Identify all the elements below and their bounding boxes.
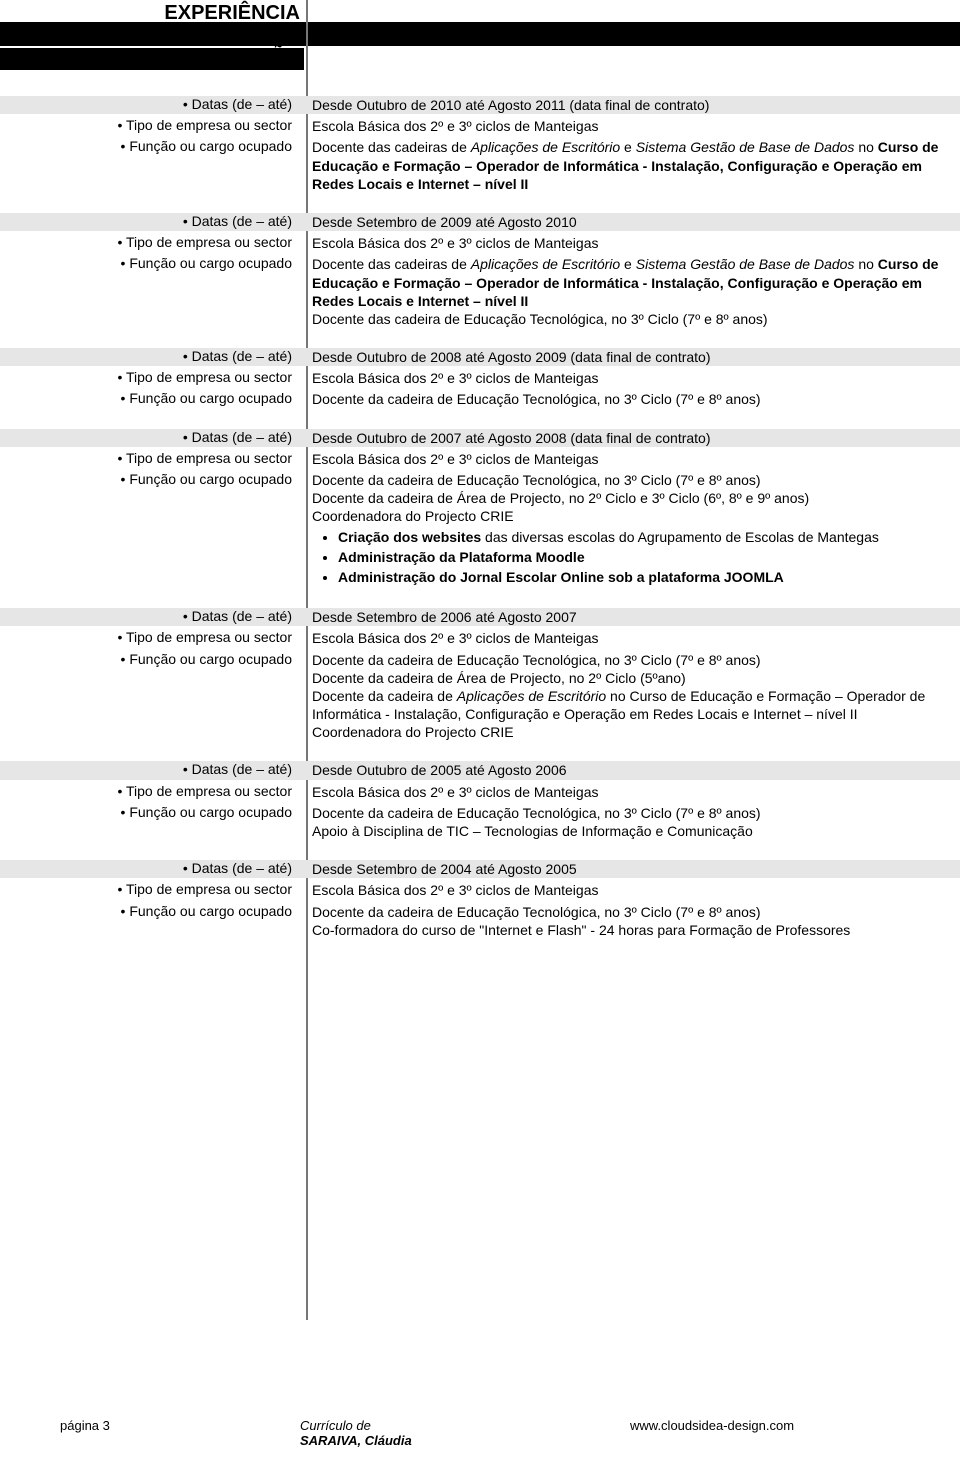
entry: • Datas (de – até)Desde Setembro de 2006… bbox=[0, 608, 960, 741]
label-dates: • Datas (de – até) bbox=[0, 96, 300, 114]
entry: • Datas (de – até)Desde Outubro de 2007 … bbox=[0, 429, 960, 589]
label-sector: • Tipo de empresa ou sector bbox=[0, 450, 300, 468]
footer-cv-name: SARAIVA, Cláudia bbox=[300, 1433, 412, 1448]
footer-cv: Currículo de SARAIVA, Cláudia bbox=[300, 1418, 500, 1448]
row-role: • Função ou cargo ocupadoDocente das cad… bbox=[0, 255, 960, 328]
entry: • Datas (de – até)Desde Setembro de 2004… bbox=[0, 860, 960, 939]
header-subtitle: ENSINO-EDUCAÇÃO bbox=[0, 46, 300, 68]
row-dates: • Datas (de – até)Desde Setembro de 2006… bbox=[0, 608, 960, 626]
label-sector: • Tipo de empresa ou sector bbox=[0, 234, 300, 252]
row-sector: • Tipo de empresa ou sectorEscola Básica… bbox=[0, 234, 960, 252]
value-role: Docente das cadeiras de Aplicações de Es… bbox=[300, 255, 960, 328]
value-sector: Escola Básica dos 2º e 3º ciclos de Mant… bbox=[300, 450, 960, 468]
black-band-main bbox=[0, 22, 960, 46]
label-sector: • Tipo de empresa ou sector bbox=[0, 117, 300, 135]
row-sector: • Tipo de empresa ou sectorEscola Básica… bbox=[0, 117, 960, 135]
value-role: Docente da cadeira de Educação Tecnológi… bbox=[300, 804, 960, 840]
label-role: • Função ou cargo ocupado bbox=[0, 390, 300, 408]
label-sector: • Tipo de empresa ou sector bbox=[0, 629, 300, 647]
label-dates: • Datas (de – até) bbox=[0, 608, 300, 626]
value-sector: Escola Básica dos 2º e 3º ciclos de Mant… bbox=[300, 881, 960, 899]
row-dates: • Datas (de – até)Desde Setembro de 2004… bbox=[0, 860, 960, 878]
value-role: Docente da cadeira de Educação Tecnológi… bbox=[300, 651, 960, 742]
footer-page: página 3 bbox=[0, 1418, 300, 1448]
page: EXPERIÊNCIA PROFISSIONAL ENSINO-EDUCAÇÃO… bbox=[0, 0, 960, 1019]
label-role: • Função ou cargo ocupado bbox=[0, 471, 300, 588]
label-role: • Função ou cargo ocupado bbox=[0, 255, 300, 328]
row-sector: • Tipo de empresa ou sectorEscola Básica… bbox=[0, 881, 960, 899]
label-sector: • Tipo de empresa ou sector bbox=[0, 369, 300, 387]
row-sector: • Tipo de empresa ou sectorEscola Básica… bbox=[0, 629, 960, 647]
value-sector: Escola Básica dos 2º e 3º ciclos de Mant… bbox=[300, 369, 960, 387]
value-sector: Escola Básica dos 2º e 3º ciclos de Mant… bbox=[300, 783, 960, 801]
value-dates: Desde Setembro de 2009 até Agosto 2010 bbox=[300, 213, 960, 231]
label-role: • Função ou cargo ocupado bbox=[0, 651, 300, 742]
value-sector: Escola Básica dos 2º e 3º ciclos de Mant… bbox=[300, 234, 960, 252]
value-dates: Desde Outubro de 2007 até Agosto 2008 (d… bbox=[300, 429, 960, 447]
label-dates: • Datas (de – até) bbox=[0, 429, 300, 447]
row-role: • Função ou cargo ocupadoDocente da cade… bbox=[0, 390, 960, 408]
row-role: • Função ou cargo ocupadoDocente da cade… bbox=[0, 903, 960, 939]
label-dates: • Datas (de – até) bbox=[0, 213, 300, 231]
row-dates: • Datas (de – até)Desde Outubro de 2010 … bbox=[0, 96, 960, 114]
value-role: Docente da cadeira de Educação Tecnológi… bbox=[300, 390, 960, 408]
row-role: • Função ou cargo ocupadoDocente da cade… bbox=[0, 804, 960, 840]
label-dates: • Datas (de – até) bbox=[0, 348, 300, 366]
row-dates: • Datas (de – até)Desde Outubro de 2007 … bbox=[0, 429, 960, 447]
row-dates: • Datas (de – até)Desde Outubro de 2005 … bbox=[0, 761, 960, 779]
value-role: Docente da cadeira de Educação Tecnológi… bbox=[300, 471, 960, 588]
row-sector: • Tipo de empresa ou sectorEscola Básica… bbox=[0, 450, 960, 468]
label-sector: • Tipo de empresa ou sector bbox=[0, 783, 300, 801]
value-role: Docente das cadeiras de Aplicações de Es… bbox=[300, 138, 960, 193]
row-role: • Função ou cargo ocupadoDocente da cade… bbox=[0, 471, 960, 588]
label-role: • Função ou cargo ocupado bbox=[0, 804, 300, 840]
label-dates: • Datas (de – até) bbox=[0, 761, 300, 779]
footer: página 3 Currículo de SARAIVA, Cláudia w… bbox=[0, 1418, 960, 1448]
entries-container: • Datas (de – até)Desde Outubro de 2010 … bbox=[0, 76, 960, 939]
entry: • Datas (de – até)Desde Outubro de 2008 … bbox=[0, 348, 960, 409]
value-dates: Desde Setembro de 2006 até Agosto 2007 bbox=[300, 608, 960, 626]
label-role: • Função ou cargo ocupado bbox=[0, 138, 300, 193]
value-sector: Escola Básica dos 2º e 3º ciclos de Mant… bbox=[300, 117, 960, 135]
row-dates: • Datas (de – até)Desde Setembro de 2009… bbox=[0, 213, 960, 231]
label-sector: • Tipo de empresa ou sector bbox=[0, 881, 300, 899]
value-dates: Desde Outubro de 2005 até Agosto 2006 bbox=[300, 761, 960, 779]
row-role: • Função ou cargo ocupadoDocente das cad… bbox=[0, 138, 960, 193]
header-area: EXPERIÊNCIA PROFISSIONAL ENSINO-EDUCAÇÃO… bbox=[0, 0, 960, 939]
value-dates: Desde Setembro de 2004 até Agosto 2005 bbox=[300, 860, 960, 878]
value-dates: Desde Outubro de 2008 até Agosto 2009 (d… bbox=[300, 348, 960, 366]
row-role: • Função ou cargo ocupadoDocente da cade… bbox=[0, 651, 960, 742]
sub-band-wrap: ENSINO-EDUCAÇÃO bbox=[0, 48, 960, 76]
entry: • Datas (de – até)Desde Setembro de 2009… bbox=[0, 213, 960, 328]
value-sector: Escola Básica dos 2º e 3º ciclos de Mant… bbox=[300, 629, 960, 647]
row-sector: • Tipo de empresa ou sectorEscola Básica… bbox=[0, 369, 960, 387]
value-dates: Desde Outubro de 2010 até Agosto 2011 (d… bbox=[300, 96, 960, 114]
footer-cv-label: Currículo de bbox=[300, 1418, 371, 1433]
label-dates: • Datas (de – até) bbox=[0, 860, 300, 878]
footer-url: www.cloudsidea-design.com bbox=[500, 1418, 960, 1448]
header-title-1: EXPERIÊNCIA bbox=[0, 2, 300, 24]
value-role: Docente da cadeira de Educação Tecnológi… bbox=[300, 903, 960, 939]
row-dates: • Datas (de – até)Desde Outubro de 2008 … bbox=[0, 348, 960, 366]
label-role: • Função ou cargo ocupado bbox=[0, 903, 300, 939]
entry: • Datas (de – até)Desde Outubro de 2010 … bbox=[0, 96, 960, 193]
entry: • Datas (de – até)Desde Outubro de 2005 … bbox=[0, 761, 960, 840]
row-sector: • Tipo de empresa ou sectorEscola Básica… bbox=[0, 783, 960, 801]
